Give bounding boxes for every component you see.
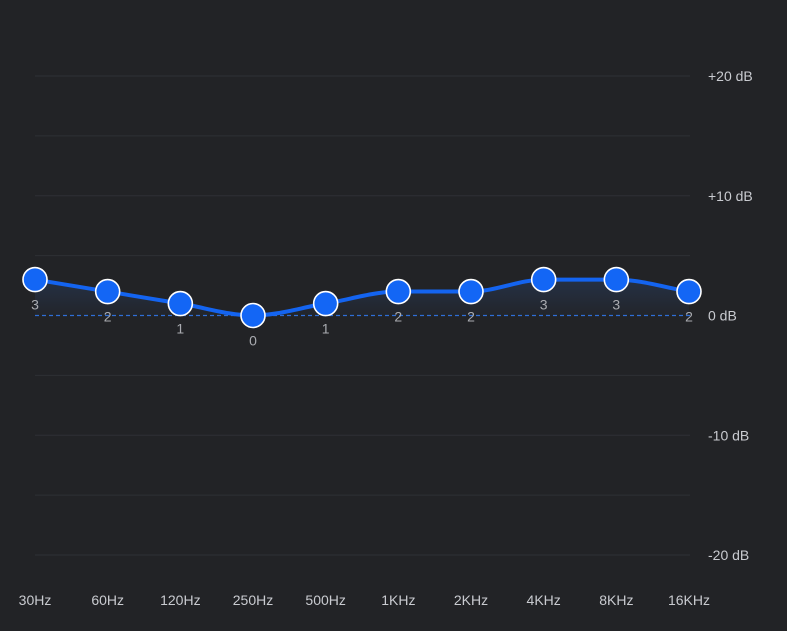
x-tick-label: 250Hz: [233, 592, 273, 608]
band-value-label: 2: [104, 309, 112, 325]
band-handle-4khz[interactable]: [530, 266, 557, 293]
y-tick-label: +20 dB: [708, 68, 753, 84]
band-handle-60hz[interactable]: [94, 278, 121, 305]
x-tick-label: 60Hz: [91, 592, 124, 608]
y-tick-label: -20 dB: [708, 547, 749, 563]
x-tick-label: 2KHz: [454, 592, 488, 608]
band-handle-1khz[interactable]: [385, 278, 412, 305]
band-handle-250hz[interactable]: [240, 302, 266, 329]
band-value-label: 2: [685, 309, 693, 325]
x-tick-label: 1KHz: [381, 592, 415, 608]
band-handle-8khz[interactable]: [603, 266, 630, 293]
band-value-label: 3: [540, 297, 548, 313]
grid-layer: [35, 75, 690, 556]
x-axis-labels: 30Hz 60Hz 120Hz 250Hz 500Hz 1KHz 2KHz 4KHz 8KHz 1…: [19, 592, 710, 608]
band-value-label: 3: [31, 297, 39, 313]
band-value-label: 2: [394, 309, 402, 325]
x-tick-label: 30Hz: [19, 592, 52, 608]
x-tick-label: 4KHz: [527, 592, 561, 608]
y-tick-label: -10 dB: [708, 427, 749, 443]
band-value-label: 1: [322, 321, 330, 337]
value-labels: 3 2 1 0 1 2 2 3 3 2: [31, 297, 693, 349]
y-axis-labels: +20 dB +10 dB 0 dB -10 dB -20 dB: [708, 68, 753, 563]
band-handle-30hz[interactable]: [22, 266, 48, 293]
x-tick-label: 8KHz: [599, 592, 633, 608]
x-tick-label: 16KHz: [668, 592, 710, 608]
x-tick-label: 500Hz: [305, 592, 345, 608]
band-handle-16khz[interactable]: [676, 278, 702, 305]
band-value-label: 3: [612, 297, 620, 313]
curve-layer: [33, 277, 691, 318]
y-tick-label: 0 dB: [708, 308, 737, 324]
y-tick-label: +10 dB: [708, 188, 753, 204]
band-value-label: 0: [249, 333, 257, 349]
band-handle-120hz[interactable]: [167, 290, 194, 317]
band-handles: [22, 266, 702, 329]
band-value-label: 1: [176, 321, 184, 337]
band-value-label: 2: [467, 309, 475, 325]
band-handle-500hz[interactable]: [312, 290, 339, 317]
eq-curve: [33, 277, 691, 318]
x-tick-label: 120Hz: [160, 592, 200, 608]
band-handle-2khz[interactable]: [458, 278, 484, 305]
